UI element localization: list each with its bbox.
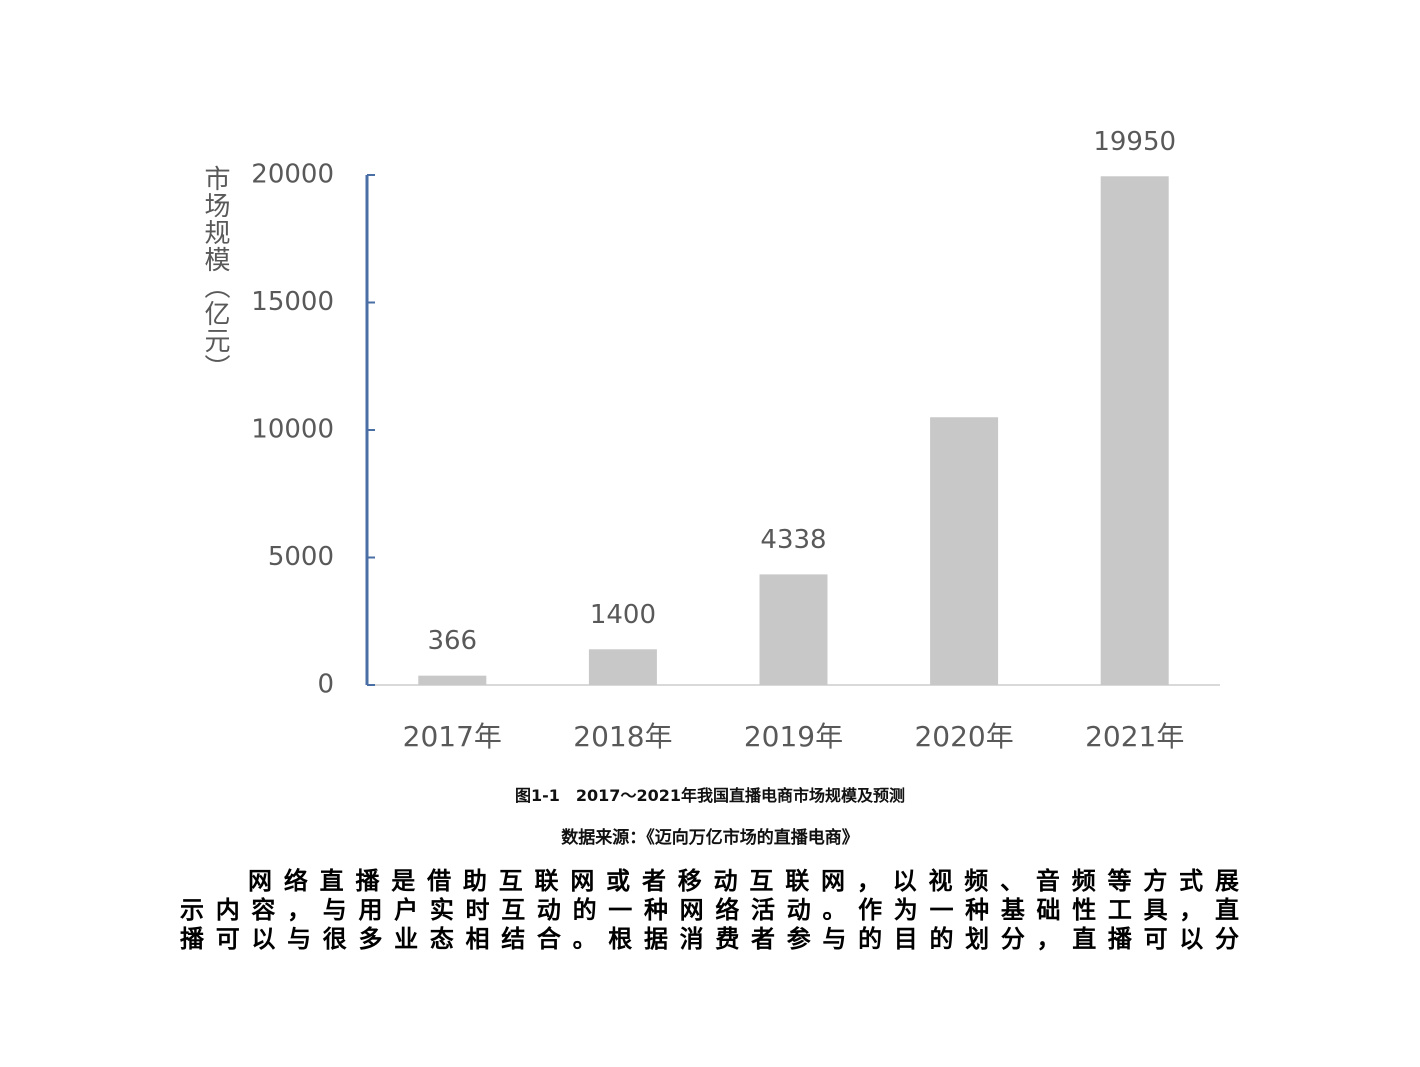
data-label: 366 — [427, 626, 477, 656]
data-label: 1400 — [590, 600, 656, 630]
data-label: 4338 — [760, 525, 826, 555]
y-tick-label: 15000 — [251, 287, 334, 317]
data-label: 19950 — [1093, 127, 1176, 157]
paragraph: 网络直播是借助互联网或者移动互联网，以视频、音频等方式展 示内容，与用户实时互动的… — [180, 867, 1240, 954]
x-tick-label: 2019年 — [744, 720, 843, 753]
bar — [418, 675, 487, 685]
bar — [930, 417, 999, 685]
y-tick-label: 5000 — [268, 542, 334, 572]
paragraph-line: 网络直播是借助互联网或者移动互联网，以视频、音频等方式展 — [248, 867, 1240, 895]
y-tick-label: 10000 — [251, 415, 334, 445]
bar — [759, 574, 828, 685]
bar — [588, 649, 657, 685]
x-tick-label: 2021年 — [1085, 720, 1184, 753]
y-tick-label: 20000 — [251, 160, 334, 190]
bar — [1100, 176, 1169, 685]
paragraph-line: 示内容，与用户实时互动的一种网络活动。作为一种基础性工具，直 — [180, 896, 1240, 924]
x-tick-label: 2018年 — [573, 720, 672, 753]
data-source: 数据来源：《迈向万亿市场的直播电商》 — [561, 828, 859, 848]
figure-caption: 图1-1 2017～2021年我国直播电商市场规模及预测 — [515, 786, 905, 805]
paragraph-line: 播可以与很多业态相结合。根据消费者参与的目的划分，直播可以分 — [180, 925, 1240, 953]
y-tick-label: 0 — [317, 670, 334, 700]
x-tick-label: 2017年 — [403, 720, 502, 753]
x-tick-label: 2020年 — [914, 720, 1013, 753]
y-axis-label: 市场规模（亿元） — [200, 165, 230, 381]
